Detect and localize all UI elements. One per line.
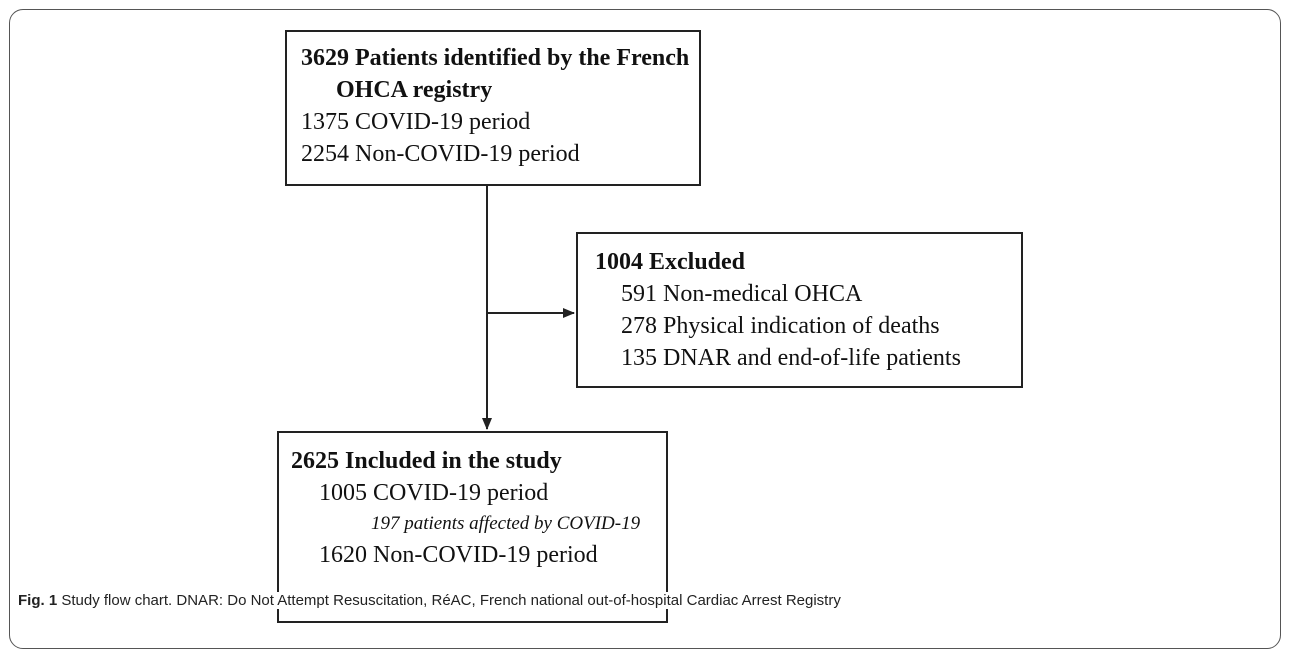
node-item: 2254 Non-COVID-19 period [301,141,580,167]
node-subitem: 197 patients affected by COVID-19 [371,513,641,534]
node-box: 3629 Patients identified by the French O… [285,30,701,186]
node-box: 2625 Included in the study 1005 COVID-19… [277,431,668,623]
node-item: 591 Non-medical OHCA [621,281,863,307]
node-item: 1005 COVID-19 period [319,480,549,506]
caption: Fig. 1 Study flow chart. DNAR: Do Not At… [18,592,841,609]
node-item: 135 DNAR and end-of-life patients [621,345,961,371]
connectors [482,186,575,430]
node-item: 278 Physical indication of deaths [621,313,940,339]
node-title: 1004 Excluded [595,249,746,275]
node-item: 1375 COVID-19 period [301,109,531,135]
caption-text: Study flow chart. DNAR: Do Not Attempt R… [61,592,841,609]
node-box: 1004 Excluded 591 Non-medical OHCA 278 P… [576,232,1023,388]
node-item: 1620 Non-COVID-19 period [319,542,598,568]
page: 3629 Patients identified by the French O… [9,9,1281,649]
node-title: 3629 Patients identified by the French O… [301,45,690,103]
caption-label: Fig. 1 [18,592,58,609]
node-title: 2625 Included in the study [291,448,562,474]
